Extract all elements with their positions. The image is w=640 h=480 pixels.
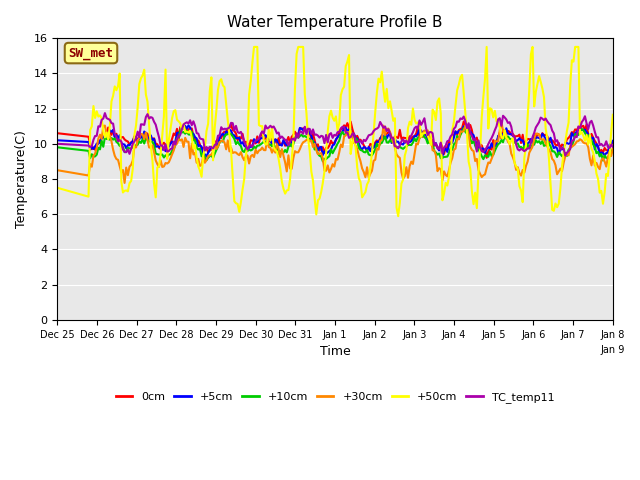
+50cm — [540, 94, 548, 100]
Text: Jan 9: Jan 9 — [600, 345, 625, 355]
Y-axis label: Temperature(C): Temperature(C) — [15, 130, 28, 228]
+10cm — [319, 158, 326, 164]
0cm — [154, 142, 161, 147]
+10cm — [501, 133, 509, 139]
+5cm — [512, 138, 520, 144]
Text: SW_met: SW_met — [68, 47, 113, 60]
+30cm — [121, 180, 129, 186]
Line: +30cm: +30cm — [58, 121, 613, 183]
TC_temp11 — [538, 116, 546, 121]
+5cm — [501, 133, 509, 139]
TC_temp11 — [101, 110, 109, 116]
+30cm — [501, 128, 509, 133]
+30cm — [155, 164, 163, 169]
0cm — [501, 130, 509, 135]
TC_temp11 — [511, 134, 518, 140]
+10cm — [512, 141, 520, 146]
+10cm — [540, 143, 548, 149]
+50cm — [250, 44, 258, 50]
+30cm — [391, 144, 399, 150]
X-axis label: Time: Time — [320, 345, 351, 358]
0cm — [609, 141, 617, 146]
+10cm — [54, 144, 61, 150]
+5cm — [609, 138, 617, 144]
+5cm — [134, 137, 141, 143]
Line: +5cm: +5cm — [58, 125, 613, 156]
Line: +10cm: +10cm — [58, 128, 613, 161]
0cm — [460, 119, 468, 124]
+5cm — [184, 122, 192, 128]
+5cm — [154, 144, 161, 149]
+5cm — [54, 137, 61, 143]
0cm — [512, 133, 520, 139]
+50cm — [154, 165, 161, 170]
0cm — [54, 131, 61, 136]
+10cm — [460, 125, 468, 131]
+10cm — [134, 142, 141, 148]
+50cm — [512, 164, 520, 169]
TC_temp11 — [391, 143, 399, 149]
TC_temp11 — [136, 134, 143, 140]
+10cm — [609, 146, 617, 152]
Line: 0cm: 0cm — [58, 121, 613, 158]
+30cm — [512, 167, 520, 173]
+30cm — [497, 119, 505, 124]
TC_temp11 — [561, 153, 569, 158]
+50cm — [134, 104, 141, 110]
TC_temp11 — [499, 113, 507, 119]
+50cm — [54, 185, 61, 191]
+30cm — [609, 145, 617, 151]
TC_temp11 — [54, 141, 61, 147]
+10cm — [391, 142, 399, 147]
+10cm — [154, 151, 161, 157]
+50cm — [391, 115, 399, 121]
Line: +50cm: +50cm — [58, 47, 613, 216]
+5cm — [203, 154, 211, 159]
0cm — [389, 136, 397, 142]
0cm — [134, 139, 141, 145]
+50cm — [394, 213, 402, 219]
Title: Water Temperature Profile B: Water Temperature Profile B — [227, 15, 443, 30]
+50cm — [609, 112, 617, 118]
TC_temp11 — [155, 134, 163, 140]
+30cm — [540, 136, 548, 142]
0cm — [540, 132, 548, 138]
+30cm — [54, 168, 61, 173]
Line: TC_temp11: TC_temp11 — [58, 113, 613, 156]
Legend: 0cm, +5cm, +10cm, +30cm, +50cm, TC_temp11: 0cm, +5cm, +10cm, +30cm, +50cm, TC_temp1… — [111, 387, 559, 408]
+30cm — [136, 135, 143, 141]
+50cm — [501, 127, 509, 133]
0cm — [483, 155, 490, 161]
+5cm — [540, 133, 548, 139]
TC_temp11 — [609, 144, 617, 150]
+5cm — [393, 139, 401, 144]
